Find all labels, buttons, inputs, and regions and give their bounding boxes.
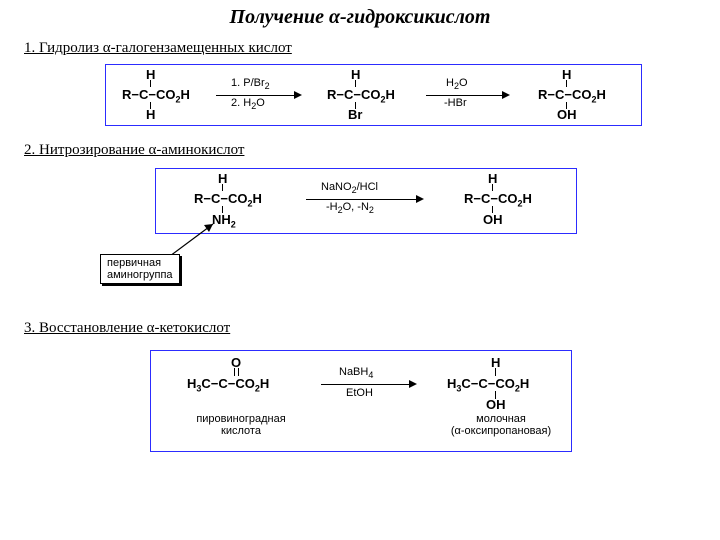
- s3-caption-right: молочная (α-оксипропановая): [436, 413, 566, 437]
- s1-mol3-oh: OH: [557, 107, 577, 122]
- s2-arrow-head: [416, 195, 424, 203]
- s3-mol2-l: H: [447, 376, 456, 391]
- s1-mol1-bond-up: [150, 80, 151, 87]
- s3-arrow-top-txt: NaBH: [339, 366, 368, 378]
- s3-arrow-top-sub: 4: [368, 370, 373, 380]
- s1-arrow1-head: [294, 91, 302, 99]
- s3-mol1-c: C: [218, 376, 227, 391]
- callout-arrow-svg: [155, 218, 225, 258]
- s1-arrow2-head: [502, 91, 510, 99]
- s2-arrow-line: [306, 199, 418, 200]
- s3-mol2-co: CO: [495, 376, 515, 391]
- s1-mol2-end: H: [385, 87, 394, 102]
- s3-caption-left: пировиноградная кислота: [181, 413, 301, 437]
- s1-arrow2-line: [426, 95, 504, 96]
- s2-arrow-top-end: /HCl: [357, 181, 378, 193]
- s1-mol1-r: R: [122, 87, 131, 102]
- s2-mol2-r: R: [464, 191, 473, 206]
- s1-arrow1-top: 1. P/Br2: [231, 77, 270, 91]
- s2-mol1-mid: R−C−CO2H: [194, 191, 262, 209]
- s2-arrow-bot-mid: O, -N: [343, 201, 369, 213]
- s2-mol2-oh: OH: [483, 212, 503, 227]
- section-3-heading: 3. Восстановление α-кетокислот: [24, 320, 230, 337]
- s3-caption-left-l1: пировиноградная: [196, 413, 285, 425]
- s1-arrow2-bot: -HBr: [444, 97, 467, 109]
- s2-arrow-bot: -H2O, -N2: [326, 201, 374, 215]
- s1-arrow1-bot: 2. H2O: [231, 97, 265, 111]
- s1-mol3-co: CO: [572, 87, 592, 102]
- s1-mol1-co: CO: [156, 87, 176, 102]
- s3-mol2-c: C: [478, 376, 487, 391]
- s3-mol1-mid: H3C−C−CO2H: [187, 376, 269, 394]
- callout-line2: аминогруппа: [107, 269, 173, 281]
- s1-arrow1-line: [216, 95, 296, 96]
- s2-mol1-c: C: [211, 191, 220, 206]
- s2-mol1-nh-sub: 2: [231, 220, 236, 230]
- s1-mol1-c: C: [139, 87, 148, 102]
- s2-mol2-mid: R−C−CO2H: [464, 191, 532, 209]
- s3-caption-right-l2: (α-оксипропановая): [451, 425, 551, 437]
- s1-arrow1-bot-txt: 2. H: [231, 97, 251, 109]
- s1-mol3-mid: R−C−CO2H: [538, 87, 606, 105]
- s1-arrow2-top-end: O: [459, 77, 468, 89]
- s3-mol1-end: H: [260, 376, 269, 391]
- callout-box: первичная аминогруппа: [100, 254, 180, 284]
- s2-mol2-c: C: [481, 191, 490, 206]
- s2-arrow-top-txt: NaNO: [321, 181, 352, 193]
- s2-mol1-bond-up: [222, 184, 223, 191]
- s3-mol1-dbl-b: [238, 368, 239, 376]
- s1-mol2-c: C: [344, 87, 353, 102]
- s3-mol1-oup: O: [231, 355, 241, 370]
- s2-arrow-bot-sub2: 2: [369, 205, 374, 215]
- s1-mol2-bond-up: [355, 80, 356, 87]
- s1-arrow1-bot-end: O: [256, 97, 265, 109]
- s2-mol2-bond-up: [492, 184, 493, 191]
- s3-mol1-co: CO: [235, 376, 255, 391]
- s1-mol1-mid: R−C−CO2H: [122, 87, 190, 105]
- s1-mol1-hdn: H: [146, 107, 155, 122]
- s3-arrow-top: NaBH4: [339, 366, 373, 380]
- s1-arrow1-top-sub: 2: [265, 81, 270, 91]
- s2-mol1-end: H: [252, 191, 261, 206]
- callout-line1: первичная: [107, 257, 161, 269]
- s1-mol3-c: C: [555, 87, 564, 102]
- s1-mol3-r: R: [538, 87, 547, 102]
- s3-arrow-head: [409, 380, 417, 388]
- s3-mol1-l: H: [187, 376, 196, 391]
- s3-arrow-bot: EtOH: [346, 387, 373, 399]
- s3-arrow-line: [321, 384, 411, 385]
- s2-mol2-end: H: [522, 191, 531, 206]
- s1-arrow1-top-txt: 1. P/Br: [231, 77, 265, 89]
- section-1-heading: 1. Гидролиз α-галогензамещенных кислот: [24, 40, 292, 57]
- s3-mol2-end: H: [520, 376, 529, 391]
- s2-mol1-co: CO: [228, 191, 248, 206]
- s3-mol2-bond-up: [495, 368, 496, 376]
- s3-mol1-lend: C: [201, 376, 210, 391]
- s3-mol2-lend: C: [461, 376, 470, 391]
- s1-mol2-r: R: [327, 87, 336, 102]
- s3-mol1-dbl-a: [234, 368, 235, 376]
- s3-caption-left-l2: кислота: [221, 425, 261, 437]
- s1-mol2-mid: R−C−CO2H: [327, 87, 395, 105]
- page-title: Получение α-гидроксикислот: [0, 6, 720, 29]
- s2-mol1-r: R: [194, 191, 203, 206]
- s3-mol2-oh: OH: [486, 397, 506, 412]
- s1-arrow2-top-txt: H: [446, 77, 454, 89]
- s1-mol1-end: H: [180, 87, 189, 102]
- s1-arrow2-top: H2O: [446, 77, 468, 91]
- section-2-heading: 2. Нитрозирование α-аминокислот: [24, 142, 244, 159]
- scheme-1-box: H R−C−CO2H H 1. P/Br2 2. H2O H R−C−CO2H …: [105, 64, 642, 126]
- s1-mol2-co: CO: [361, 87, 381, 102]
- scheme-3-box: O H3C−C−CO2H NaBH4 EtOH H H3C−C−CO2H OH …: [150, 350, 572, 452]
- s1-mol2-br: Br: [348, 107, 362, 122]
- s3-mol2-mid: H3C−C−CO2H: [447, 376, 529, 394]
- s2-arrow-top: NaNO2/HCl: [321, 181, 378, 195]
- s2-arrow-bot-a: -H: [326, 201, 338, 213]
- s1-mol3-end: H: [596, 87, 605, 102]
- s2-mol2-co: CO: [498, 191, 518, 206]
- s3-caption-right-l1: молочная: [476, 413, 526, 425]
- s1-mol3-bond-up: [566, 80, 567, 87]
